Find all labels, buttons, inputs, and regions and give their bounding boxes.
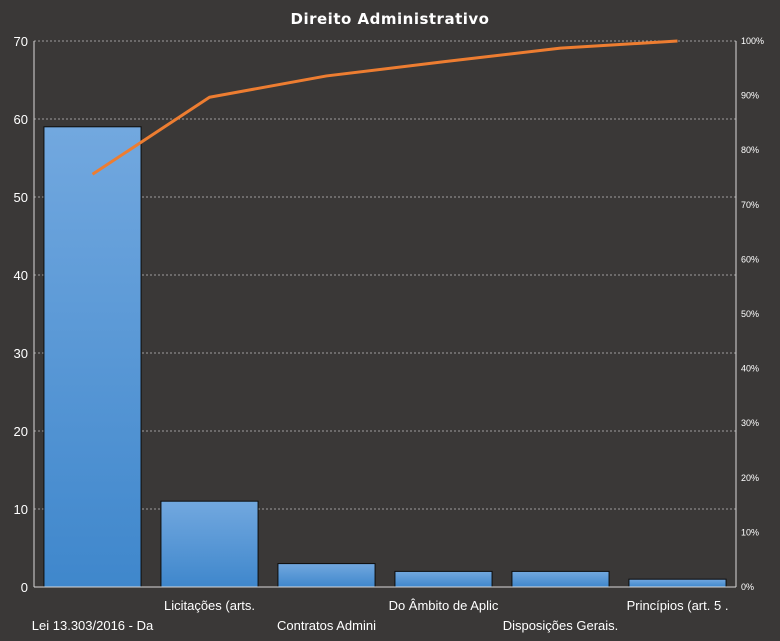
y2-tick-label: 20% xyxy=(741,473,759,483)
x-tick-label: Princípios (art. 5 . xyxy=(627,598,729,613)
chart-title: Direito Administrativo xyxy=(291,10,490,28)
y-tick-label: 60 xyxy=(14,112,28,127)
y2-tick-label: 70% xyxy=(741,200,759,210)
y2-tick-label: 40% xyxy=(741,364,759,374)
bar xyxy=(511,570,610,588)
x-tick-label: Lei 13.303/2016 - Da xyxy=(32,618,154,633)
y2-tick-label: 90% xyxy=(741,91,759,101)
bar xyxy=(277,563,376,588)
x-tick-label: Licitações (arts. xyxy=(164,598,255,613)
y-tick-label: 70 xyxy=(14,34,28,49)
x-tick-label: Do Âmbito de Aplic xyxy=(389,598,499,613)
y-tick-label: 20 xyxy=(14,424,28,439)
bar xyxy=(394,570,493,588)
gridlines xyxy=(34,40,736,510)
y-tick-label: 0 xyxy=(21,580,28,595)
y-tick-label: 50 xyxy=(14,190,28,205)
bar xyxy=(160,500,259,588)
axes xyxy=(33,41,737,588)
bars xyxy=(43,126,727,588)
y2-tick-label: 30% xyxy=(741,418,759,428)
y2-tick-label: 60% xyxy=(741,254,759,264)
y2-tick-label: 10% xyxy=(741,527,759,537)
y-tick-label: 10 xyxy=(14,502,28,517)
y2-tick-label: 100% xyxy=(741,36,764,46)
y2-tick-label: 80% xyxy=(741,145,759,155)
y2-tick-label: 0% xyxy=(741,582,754,592)
x-tick-label: Contratos Admini xyxy=(277,618,376,633)
y-tick-label: 40 xyxy=(14,268,28,283)
tick-labels: 0 10 20 30 40 50 60 70 0% 10% 20% 30% 40% 50% 60% 70% 80… xyxy=(14,34,765,633)
cumulative-line-layer xyxy=(91,39,678,176)
y2-tick-label: 50% xyxy=(741,309,759,319)
bar xyxy=(628,578,727,588)
cumulative-line xyxy=(91,39,678,176)
bar xyxy=(43,126,142,588)
x-tick-label: Disposições Gerais. xyxy=(503,618,619,633)
y-tick-label: 30 xyxy=(14,346,28,361)
